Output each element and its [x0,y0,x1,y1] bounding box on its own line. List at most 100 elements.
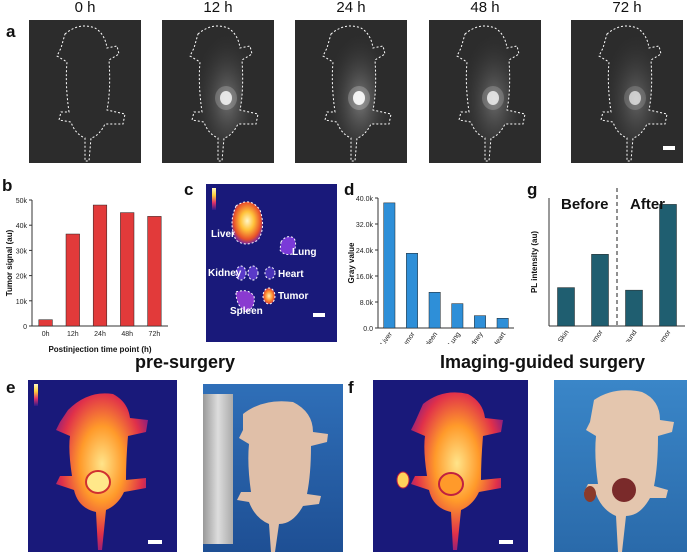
timepoint-label: 72 h [612,0,642,16]
bar [591,254,609,327]
post-surgery-photo [554,380,687,552]
heart-organ [264,266,276,280]
x-tick-label: Kidney [467,331,485,344]
panel-letter-g: g [527,180,538,199]
timepoint-label: 24 h [336,0,366,16]
x-tick-label: Liver [380,331,395,344]
colorbar [34,384,38,406]
mouse-nir-image [571,20,683,163]
x-tick-label: Tumor [655,329,673,342]
y-axis-label: PL intensity (au) [530,231,539,293]
x-tick-label: 0h [42,331,50,338]
scale-bar [499,540,513,544]
timepoint-label: 48 h [470,0,500,16]
label-before: Before [561,196,609,213]
mouse-outline [598,25,668,162]
scale-bar [313,313,325,317]
bar [120,212,135,327]
pre-surgery-photo [203,384,343,552]
organ-label-heart: Heart [278,269,304,280]
y-tick-label: 50k [16,198,28,205]
y-axis-label: Gray value [347,242,356,283]
y-tick-label: 0.0 [363,326,373,333]
bar [38,319,53,327]
label-after: After [630,196,666,213]
mouse-photo-shape [237,401,328,552]
bar [625,289,643,327]
lung-organ [279,236,297,255]
bar [92,204,108,327]
y-axis-label: Tumor signal (au) [5,229,14,296]
colorbar [212,188,216,210]
organ-label-kidney: Kidney [208,268,242,279]
scale-bar [663,146,675,150]
ruler [203,394,233,544]
panel-letter-c: c [184,180,194,199]
bar [147,216,162,327]
y-tick-label: 40k [16,223,28,230]
x-tick-label: Lung [447,331,462,344]
chart-d-gray-value: 0.0 8.0k 16.0k 24.0k 32.0k 40.0k Liver Tumor Spl… [347,196,514,344]
y-tick-label: 10k [16,299,28,306]
y-tick-label: 30k [16,248,28,255]
mouse-nir-image [295,20,407,163]
bar [451,303,464,329]
x-tick-label: Spleen [421,331,439,344]
organ-fluorescence-image: Liver Lung Kidney Heart Tumor Spleen [206,184,337,342]
organ-label-spleen: Spleen [230,306,263,317]
x-tick-label: Wound [620,329,638,342]
y-tick-label: 24.0k [356,248,374,255]
x-tick-label: 12h [67,331,79,338]
pre-surgery-fluorescence [28,380,177,552]
mouse-nir-image [429,20,541,163]
bar [474,315,486,329]
y-tick-label: 40.0k [356,196,374,203]
y-tick-label: 16.0k [356,274,374,281]
bar [383,202,396,329]
bar [65,233,80,327]
scale-bar [148,540,162,544]
x-tick-label: Heart [492,331,508,344]
bar [659,204,677,327]
tumor-organ [262,287,276,305]
chart-g-pl-intensity: Skin Tumor Wound Tumor PL intensity (au) [530,188,685,342]
post-surgery-fluorescence [373,380,528,552]
panel-letter-d: d [344,180,355,199]
bar [406,253,418,329]
panel-letter-e: e [6,378,16,397]
y-tick-label: 8.0k [360,300,374,307]
panel-letter-a: a [6,22,16,41]
x-tick-label: Tumor [587,329,605,342]
mouse-heat-shape [56,393,148,550]
x-tick-label: 48h [121,331,133,338]
bar [557,287,575,327]
spleen-organ [235,290,255,313]
mouse-outline [322,25,392,162]
mouse-outline [456,25,526,162]
title-pre-surgery: pre-surgery [135,352,236,372]
title-imaging-guided-surgery: Imaging-guided surgery [440,352,646,372]
panel-letter-b: b [2,176,13,195]
organ-label-tumor: Tumor [278,291,309,302]
mouse-nir-image [29,20,141,163]
organ-shapes [231,201,297,313]
kidney-organ-right [247,265,259,281]
y-tick-label: 20k [16,274,28,281]
x-tick-label: 72h [149,331,161,338]
liver-organ [231,201,264,245]
y-tick-label: 32.0k [356,222,374,229]
organ-label-liver: Liver [211,229,235,240]
x-tick-label: Skin [557,329,571,342]
kidney-organ-left [235,265,247,281]
timepoint-label: 0 h [74,0,96,16]
mouse-heat-shape-post [396,392,503,550]
x-axis-label: Postinjection time point (h) [48,345,151,354]
x-tick-label: Tumor [399,331,417,344]
chart-b-tumor-signal: 0 10k 20k 30k 40k 50k 0h 12h 24h 48h 72h Tumor sign… [5,198,168,354]
mouse-outline [189,25,259,162]
y-tick-label: 0 [23,324,27,331]
panel-letter-f: f [348,378,354,397]
mouse-photo-shape-post [584,390,674,552]
mouse-nir-image [162,20,274,163]
mouse-outline [56,25,126,162]
